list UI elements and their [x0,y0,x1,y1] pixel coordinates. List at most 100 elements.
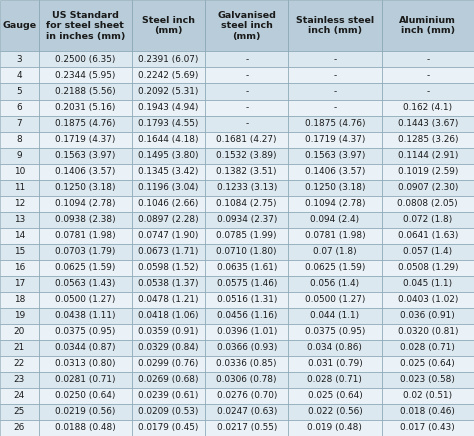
Text: 22: 22 [14,359,25,368]
Bar [0,180,39,196]
Text: 0.07 (1.8): 0.07 (1.8) [313,247,357,256]
Text: 0.057 (1.4): 0.057 (1.4) [403,247,452,256]
Text: 0.023 (0.58): 0.023 (0.58) [401,375,455,385]
Bar [288,324,382,340]
Bar [132,356,205,372]
Text: 0.1345 (3.42): 0.1345 (3.42) [138,167,199,176]
Text: 0.0785 (1.99): 0.0785 (1.99) [217,231,277,240]
Text: 3: 3 [17,55,22,64]
Text: 0.045 (1.1): 0.045 (1.1) [403,279,452,288]
Bar [288,116,382,132]
Text: -: - [426,71,429,80]
Bar [132,68,205,84]
Text: 0.2092 (5.31): 0.2092 (5.31) [138,87,199,96]
Bar [382,84,474,99]
Bar [382,324,474,340]
Bar [205,196,288,212]
Text: 0.0188 (0.48): 0.0188 (0.48) [55,423,116,433]
Text: 0.0375 (0.95): 0.0375 (0.95) [55,327,116,336]
Text: 0.0934 (2.37): 0.0934 (2.37) [217,215,277,224]
Text: 0.094 (2.4): 0.094 (2.4) [310,215,359,224]
Text: 0.0418 (1.06): 0.0418 (1.06) [138,311,199,320]
Text: 21: 21 [14,344,25,352]
Bar [132,116,205,132]
Bar [205,180,288,196]
Bar [382,372,474,388]
Text: 0.0635 (1.61): 0.0635 (1.61) [217,263,277,272]
Text: -: - [333,71,337,80]
Bar [205,388,288,404]
Bar [288,99,382,116]
Text: 0.1406 (3.57): 0.1406 (3.57) [305,167,365,176]
Text: 0.2242 (5.69): 0.2242 (5.69) [138,71,199,80]
Bar [205,420,288,436]
Bar [382,148,474,164]
Text: 0.0703 (1.79): 0.0703 (1.79) [55,247,116,256]
Text: 0.1233 (3.13): 0.1233 (3.13) [217,183,277,192]
Bar [205,148,288,164]
Text: 0.0538 (1.37): 0.0538 (1.37) [138,279,199,288]
Text: 7: 7 [17,119,22,128]
Bar [382,132,474,147]
Bar [288,308,382,324]
Text: 19: 19 [14,311,25,320]
Text: 0.0269 (0.68): 0.0269 (0.68) [138,375,199,385]
Text: 0.0673 (1.71): 0.0673 (1.71) [138,247,199,256]
Text: -: - [245,87,248,96]
Bar [382,404,474,420]
Bar [288,68,382,84]
Bar [39,99,132,116]
Text: 12: 12 [14,199,25,208]
Bar [205,228,288,244]
Text: -: - [426,87,429,96]
Bar [132,244,205,260]
Text: 0.0907 (2.30): 0.0907 (2.30) [398,183,458,192]
Bar [288,292,382,308]
Bar [288,84,382,99]
Text: 0.0239 (0.61): 0.0239 (0.61) [138,392,199,400]
Text: US Standard
for steel sheet
in inches (mm): US Standard for steel sheet in inches (m… [46,11,125,41]
Text: 15: 15 [14,247,25,256]
Text: 0.0396 (1.01): 0.0396 (1.01) [217,327,277,336]
Text: 0.0403 (1.02): 0.0403 (1.02) [398,295,458,304]
Text: Gauge: Gauge [2,21,36,30]
Text: 5: 5 [17,87,22,96]
Text: 14: 14 [14,231,25,240]
Bar [0,0,39,51]
Bar [382,99,474,116]
Text: 4: 4 [17,71,22,80]
Text: 11: 11 [14,183,25,192]
Bar [0,292,39,308]
Bar [205,340,288,356]
Text: 0.1495 (3.80): 0.1495 (3.80) [138,151,199,160]
Bar [382,212,474,228]
Text: 0.0438 (1.11): 0.0438 (1.11) [55,311,116,320]
Bar [0,132,39,147]
Text: -: - [333,55,337,64]
Bar [0,116,39,132]
Bar [0,356,39,372]
Bar [382,196,474,212]
Bar [132,404,205,420]
Bar [382,308,474,324]
Text: 0.1144 (2.91): 0.1144 (2.91) [398,151,458,160]
Text: 0.1084 (2.75): 0.1084 (2.75) [217,199,277,208]
Text: 0.0276 (0.70): 0.0276 (0.70) [217,392,277,400]
Bar [39,292,132,308]
Bar [0,340,39,356]
Bar [0,148,39,164]
Text: 0.0306 (0.78): 0.0306 (0.78) [217,375,277,385]
Bar [382,228,474,244]
Text: -: - [245,119,248,128]
Bar [288,228,382,244]
Bar [205,0,288,51]
Text: 0.1250 (3.18): 0.1250 (3.18) [55,183,116,192]
Bar [132,180,205,196]
Bar [288,148,382,164]
Text: Galvanised
steel inch
(mm): Galvanised steel inch (mm) [217,11,276,41]
Bar [382,180,474,196]
Text: 0.2188 (5.56): 0.2188 (5.56) [55,87,116,96]
Bar [382,116,474,132]
Bar [205,68,288,84]
Bar [288,132,382,147]
